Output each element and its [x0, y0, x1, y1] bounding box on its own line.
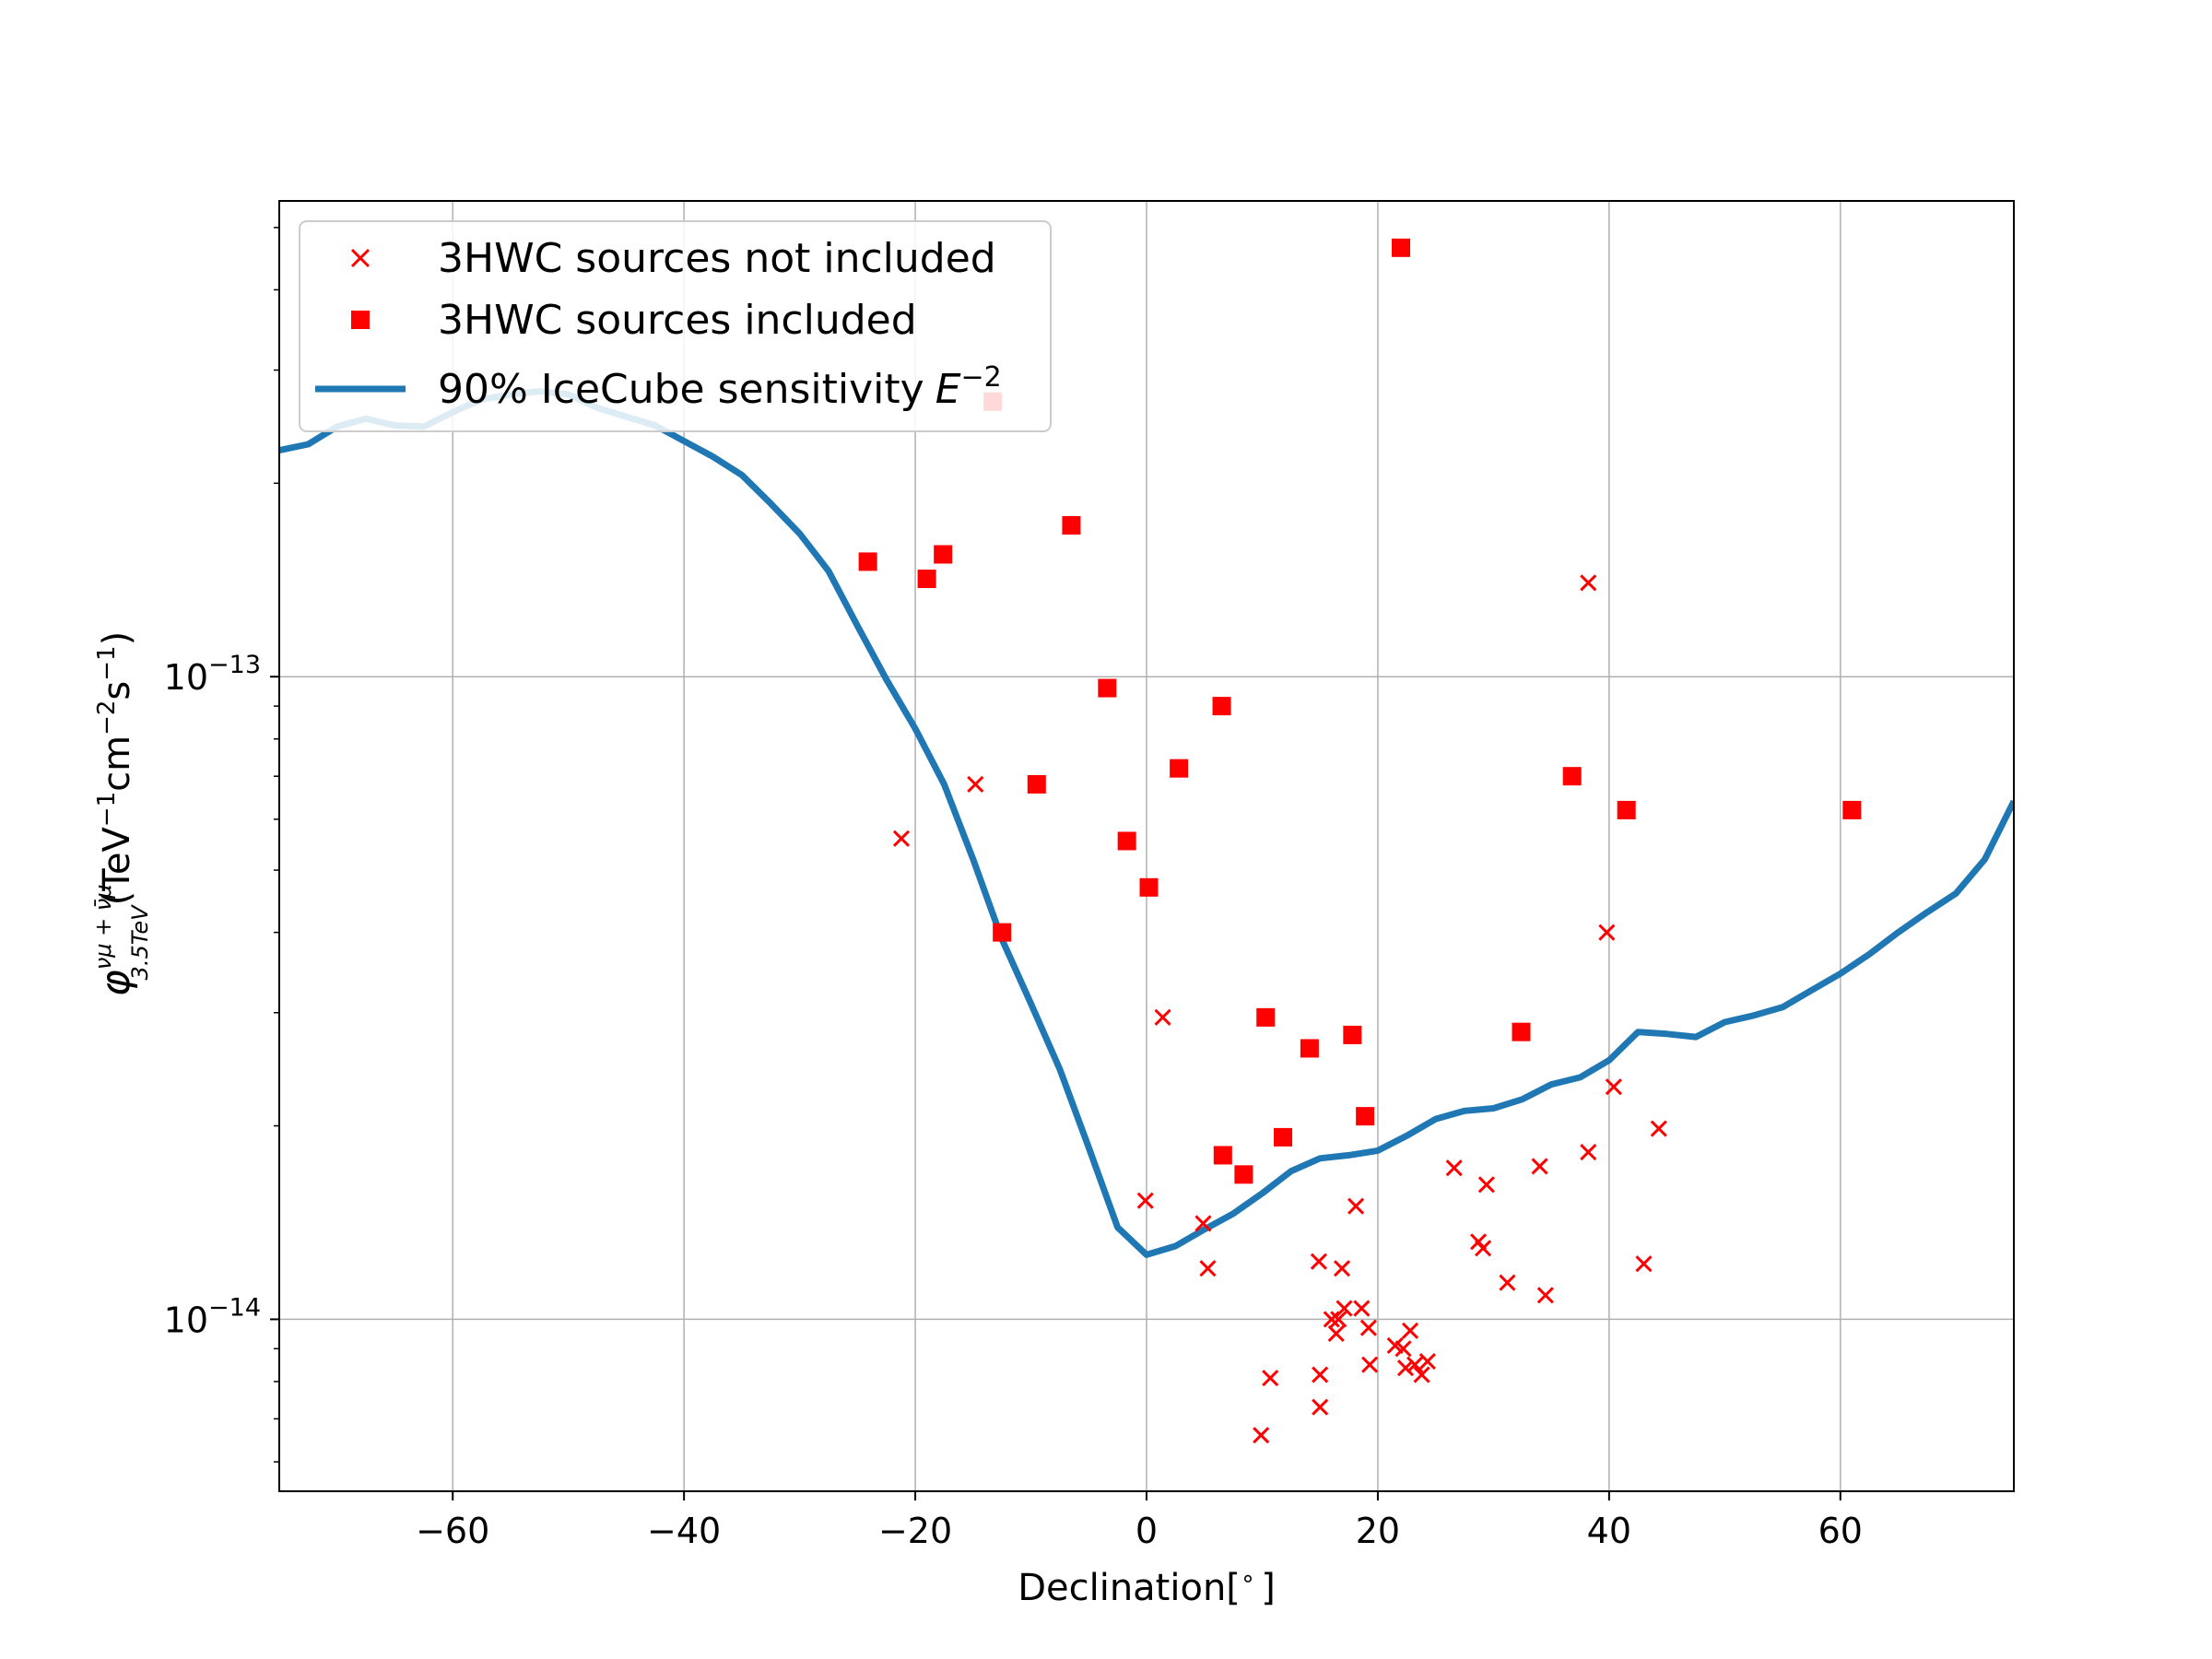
source-not-included-point [1605, 1078, 1622, 1096]
y-tick-label: 10−14 [164, 1293, 261, 1340]
source-not-included-point [1312, 1366, 1329, 1383]
legend-item-not-included: 3HWC sources not included [350, 235, 996, 282]
x-tick-label: 40 [1587, 1511, 1631, 1551]
source-included-point [1562, 767, 1582, 786]
source-not-included-point [1312, 1398, 1329, 1416]
legend-label-included: 3HWC sources included [438, 297, 917, 344]
source-included-point [858, 552, 877, 571]
source-not-included-point [1327, 1324, 1345, 1343]
source-included-point [1256, 1007, 1276, 1027]
legend-label-sensitivity: 90% IceCube sensitivity E−2 [438, 361, 1002, 413]
source-not-included-point [1401, 1322, 1419, 1339]
source-not-included-point [1406, 1356, 1424, 1373]
source-not-included-point [1394, 1340, 1412, 1358]
legend-item-included: 3HWC sources included [351, 297, 917, 344]
source-included-point [1170, 759, 1189, 778]
source-not-included-point [1580, 1144, 1597, 1161]
x-tick-label: −40 [647, 1511, 721, 1551]
source-included-point [1212, 697, 1231, 716]
source-not-included-point [1335, 1300, 1353, 1317]
source-not-included-point [1536, 1287, 1554, 1304]
source-not-included-point [1445, 1159, 1463, 1177]
source-included-point [1842, 800, 1862, 819]
source-not-included-point [1499, 1274, 1516, 1291]
source-not-included-point [1477, 1176, 1495, 1194]
source-included-point [1343, 1025, 1362, 1044]
legend-square-marker-icon [351, 311, 370, 329]
source-included-point [1512, 1022, 1531, 1041]
source-included-point [917, 570, 936, 589]
source-included-point [1213, 1146, 1232, 1165]
grid [279, 201, 2014, 1491]
y-tick-label: 10−13 [164, 651, 261, 698]
x-axis-label: Declination[∘] [1018, 1565, 1276, 1609]
source-not-included-point [1330, 1311, 1347, 1328]
x-tick-label: 60 [1818, 1511, 1863, 1551]
legend-label-not-included: 3HWC sources not included [438, 235, 996, 282]
source-not-included-point [1650, 1120, 1667, 1137]
source-not-included-point [967, 775, 984, 794]
source-included-point [1300, 1039, 1319, 1058]
source-not-included-point [1361, 1356, 1379, 1373]
source-not-included-point [1418, 1353, 1436, 1371]
source-not-included-point [1635, 1255, 1653, 1273]
source-not-included-point [1353, 1300, 1371, 1317]
source-included-point [1062, 515, 1081, 535]
source-included-point [1098, 678, 1117, 698]
legend: 3HWC sources not included 3HWC sources i… [299, 220, 1052, 432]
source-included-point [1392, 238, 1411, 257]
source-included-point [1234, 1165, 1253, 1184]
source-not-included-point [1194, 1215, 1212, 1232]
ticks: −60 −40 −20 0 20 40 60 10−13 10−14 [164, 227, 1863, 1551]
source-not-included-point [1136, 1192, 1154, 1209]
source-not-included-point [1347, 1197, 1365, 1215]
source-not-included-point [1413, 1366, 1430, 1383]
source-not-included-point [1531, 1158, 1548, 1175]
x-tick-label: 20 [1356, 1511, 1400, 1551]
source-included-point [1139, 877, 1159, 897]
source-included-point [1356, 1107, 1375, 1126]
source-not-included-point [892, 830, 911, 847]
source-included-point [1117, 831, 1136, 851]
legend-box [299, 220, 1052, 432]
source-included-point [934, 545, 953, 564]
legend-x-marker-icon [350, 248, 371, 268]
source-not-included-point [1396, 1359, 1415, 1377]
source-not-included-point [1310, 1253, 1328, 1270]
source-not-included-point [1262, 1370, 1279, 1387]
source-not-included-point [1598, 924, 1616, 941]
source-included-point [1274, 1127, 1293, 1147]
source-not-included-point [1253, 1427, 1270, 1444]
source-not-included-point [1475, 1240, 1492, 1257]
y-axis-label: φνμ + ν̄μ 3.5TeV(TeV−1cm−2s−1) [90, 631, 153, 996]
source-included-point [993, 923, 1012, 942]
source-included-point [1617, 800, 1636, 819]
source-not-included-point [1580, 574, 1597, 592]
source-not-included-point [1359, 1319, 1377, 1336]
source-not-included-point [1154, 1008, 1171, 1026]
source-included-point [1027, 774, 1046, 794]
x-tick-label: −60 [416, 1511, 489, 1551]
source-not-included-point [1333, 1260, 1351, 1277]
legend-item-sensitivity: 90% IceCube sensitivity E−2 [315, 361, 1002, 413]
x-tick-label: −20 [878, 1511, 952, 1551]
source-not-included-point [1199, 1260, 1217, 1277]
x-tick-label: 0 [1135, 1511, 1158, 1551]
